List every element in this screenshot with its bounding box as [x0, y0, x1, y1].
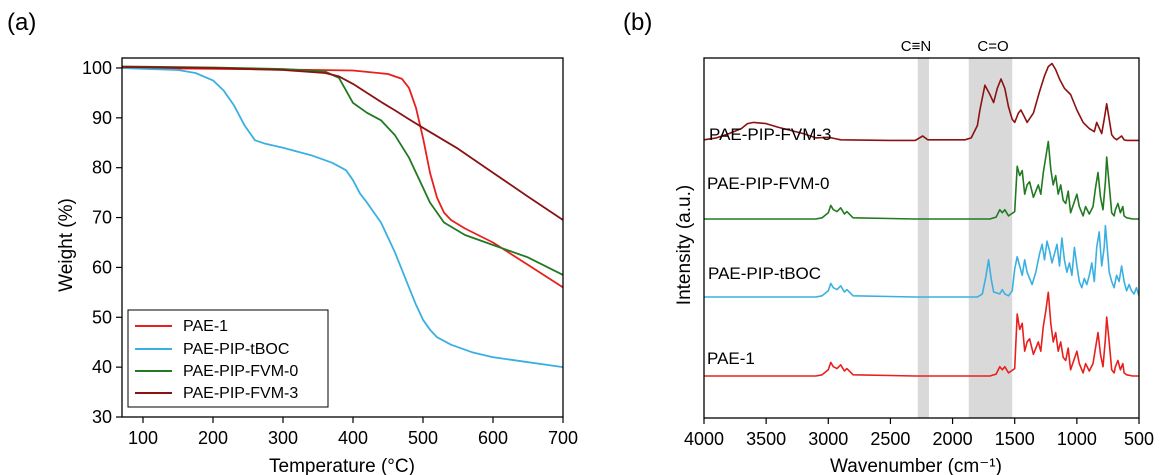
- band-c-n: [917, 58, 929, 418]
- tga-x-tick-label: 200: [198, 428, 228, 448]
- ftir-chart: 4000 3500 3000 2500 2000 1500 1000 500: [684, 57, 1154, 449]
- tga-y-tick-label: 60: [92, 257, 112, 277]
- legend-label-pae-pip-tboc: PAE-PIP-tBOC: [183, 341, 289, 358]
- ftir-x-tick-label: 1000: [1057, 429, 1097, 449]
- tga-x-tick-label: 600: [478, 428, 508, 448]
- tga-line-pae-pip-fvm-3: [121, 66, 564, 221]
- tga-x-tick-label: 300: [268, 428, 298, 448]
- panel-a-label: (a): [7, 9, 36, 36]
- tga-y-tick-label: 70: [92, 208, 112, 228]
- tga-y-axis-title: Weight (%): [56, 198, 77, 292]
- ftir-line-pae-pip-tboc: [704, 224, 1140, 298]
- tga-line-pae-pip-tboc: [121, 67, 564, 368]
- band-c-o: [968, 58, 1013, 418]
- ftir-y-axis-title: Intensity (a.u.): [674, 185, 695, 305]
- ftir-plot-frame: [703, 57, 1140, 419]
- spectrum-label-pae-pip-fvm-0: PAE-PIP-FVM-0: [707, 174, 829, 193]
- panel-b-label: (b): [623, 9, 652, 36]
- ftir-line-pae-pip-fvm-0: [704, 140, 1139, 220]
- tga-y-tick-label: 30: [92, 407, 112, 427]
- tga-line-pae-1: [121, 67, 564, 289]
- ftir-x-tick-label: 500: [1124, 429, 1154, 449]
- tga-line-pae-pip-fvm-0: [121, 65, 564, 276]
- ftir-x-axis-title: Wavenumber (cm⁻¹): [830, 456, 1002, 475]
- tga-x-axis-title: Temperature (°C): [269, 456, 415, 475]
- ftir-x-tick-label: 3500: [746, 429, 786, 449]
- tga-x-tick-label: 700: [548, 428, 578, 448]
- legend-label-pae-pip-fvm-3: PAE-PIP-FVM-3: [183, 385, 298, 402]
- legend-label-pae-pip-fvm-0: PAE-PIP-FVM-0: [183, 363, 298, 380]
- ftir-x-tick-label: 2500: [870, 429, 910, 449]
- tga-legend: PAE-1 PAE-PIP-tBOC PAE-PIP-FVM-0 PAE-PIP…: [127, 309, 329, 408]
- tga-y-tick-label: 50: [92, 307, 112, 327]
- ftir-x-tick-label: 4000: [684, 429, 724, 449]
- ftir-x-tick-label: 2000: [933, 429, 973, 449]
- tga-x-tick-label: 500: [408, 428, 438, 448]
- tga-chart: 100 200 300 400 500 600 700 30 40 50 60 70 80 90 100: [82, 57, 578, 448]
- tga-y-tick-label: 40: [92, 357, 112, 377]
- co-band-label: C=O: [977, 38, 1008, 55]
- cn-band-label: C≡N: [901, 38, 931, 55]
- tga-plot-frame: [121, 57, 564, 418]
- ftir-x-tick-label: 1500: [995, 429, 1035, 449]
- tga-y-tick-label: 80: [92, 158, 112, 178]
- ftir-x-tick-label: 3000: [808, 429, 848, 449]
- tga-y-tick-label: 100: [82, 58, 112, 78]
- tga-x-tick-label: 400: [338, 428, 368, 448]
- spectrum-label-pae-1: PAE-1: [707, 349, 755, 368]
- legend-label-pae-1: PAE-1: [183, 318, 228, 335]
- spectrum-label-pae-pip-fvm-3: PAE-PIP-FVM-3: [709, 125, 831, 144]
- tga-x-tick-label: 100: [128, 428, 158, 448]
- ftir-line-pae-pip-fvm-3: [703, 62, 1139, 142]
- spectrum-label-pae-pip-tboc: PAE-PIP-tBOC: [708, 264, 821, 283]
- tga-y-tick-label: 90: [92, 108, 112, 128]
- ftir-line-pae-1: [704, 291, 1139, 377]
